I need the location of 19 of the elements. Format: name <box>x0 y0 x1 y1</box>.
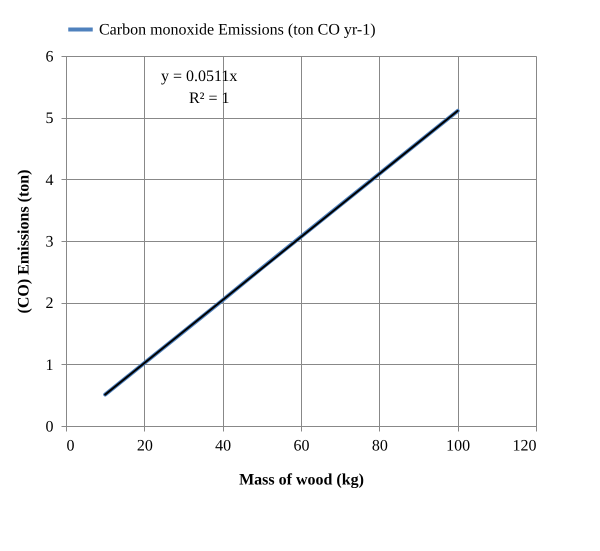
y-tick-label: 1 <box>46 356 54 374</box>
x-tick-label: 80 <box>372 438 388 454</box>
annotation: R² = 1 <box>189 90 230 107</box>
x-tick-label: 120 <box>512 438 536 454</box>
y-tick-label: 4 <box>46 172 54 189</box>
x-tick-label: 0 <box>66 438 74 454</box>
y-tick-label: 2 <box>46 295 54 312</box>
x-tick-label: 40 <box>215 438 232 454</box>
legend-label: Carbon monoxide Emissions (ton CO yr-1) <box>99 22 376 38</box>
x-tick-label: 100 <box>446 438 470 454</box>
y-tick-label: 6 <box>46 48 54 66</box>
x-tick-label: 60 <box>294 438 310 454</box>
x-axis-title: Mass of wood (kg) <box>239 472 364 488</box>
annotation: y = 0.0511x <box>161 68 238 85</box>
y-tick-label: 0 <box>46 418 54 436</box>
y-tick-label: 3 <box>46 234 54 250</box>
x-tick-label: 20 <box>136 438 153 454</box>
y-tick-label: 5 <box>46 110 54 128</box>
y-axis-title: (CO) Emissions (ton) <box>16 169 32 314</box>
